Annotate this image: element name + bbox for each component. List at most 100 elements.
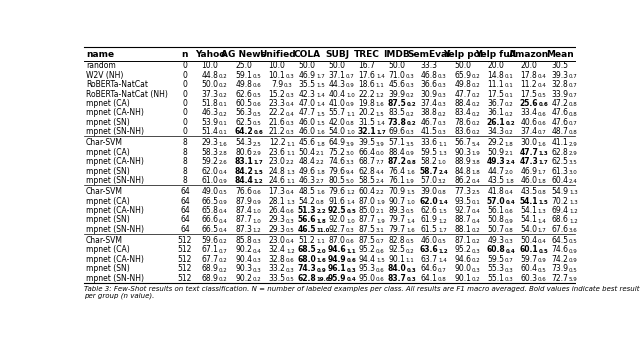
Text: 21.6: 21.6 — [269, 118, 285, 127]
Text: 29.3: 29.3 — [269, 216, 285, 224]
Text: 1.5: 1.5 — [253, 170, 264, 175]
Text: 0: 0 — [182, 127, 188, 136]
Text: 2.1: 2.1 — [376, 209, 385, 214]
Text: 0.8: 0.8 — [569, 112, 578, 117]
Text: 51.4: 51.4 — [202, 127, 218, 136]
Text: 1.9: 1.9 — [472, 151, 481, 156]
Text: 0.8: 0.8 — [346, 121, 355, 126]
Text: 55.7: 55.7 — [328, 108, 346, 117]
Text: 48.7: 48.7 — [552, 127, 568, 136]
Text: mpnet (SN-NH): mpnet (SN-NH) — [86, 225, 144, 234]
Text: 0.6: 0.6 — [286, 209, 295, 214]
Text: 70.2: 70.2 — [552, 197, 568, 206]
Text: 1.9: 1.9 — [376, 200, 385, 205]
Text: 19.6: 19.6 — [317, 277, 330, 282]
Text: 1.1: 1.1 — [438, 141, 447, 147]
Text: 1.6: 1.6 — [406, 170, 415, 175]
Text: 0.4: 0.4 — [472, 179, 480, 184]
Text: 29.2: 29.2 — [488, 138, 504, 147]
Text: 0.3: 0.3 — [407, 268, 417, 273]
Text: 60.3: 60.3 — [520, 274, 538, 283]
Text: 1.1: 1.1 — [376, 83, 385, 88]
Text: 59.7: 59.7 — [520, 255, 538, 264]
Text: 66.5: 66.5 — [202, 197, 218, 206]
Text: 0.2: 0.2 — [472, 277, 481, 282]
Text: 0.3: 0.3 — [347, 268, 356, 273]
Text: 19.8: 19.8 — [358, 99, 375, 108]
Text: 0.4: 0.4 — [286, 190, 295, 195]
Text: 0.5: 0.5 — [253, 74, 262, 79]
Text: 0.3: 0.3 — [505, 268, 514, 273]
Text: 41.5: 41.5 — [420, 127, 437, 136]
Text: 1.2: 1.2 — [569, 219, 578, 224]
Text: 0.9: 0.9 — [569, 258, 578, 263]
Text: 1.5: 1.5 — [376, 112, 385, 117]
Text: 65.8: 65.8 — [202, 206, 218, 215]
Text: 76.4: 76.4 — [388, 167, 405, 176]
Text: 1.8: 1.8 — [538, 179, 547, 184]
Text: 1.6: 1.6 — [317, 258, 326, 263]
Text: 0.3: 0.3 — [406, 74, 415, 79]
Text: 1.3: 1.3 — [286, 200, 294, 205]
Text: 1.2: 1.2 — [253, 228, 262, 233]
Text: 61.0: 61.0 — [202, 176, 218, 185]
Text: 1.1: 1.1 — [346, 112, 355, 117]
Text: 40.4: 40.4 — [328, 89, 346, 99]
Text: 1.3: 1.3 — [569, 190, 578, 195]
Text: 1.6: 1.6 — [316, 190, 324, 195]
Text: mpnet (CA-NH): mpnet (CA-NH) — [86, 206, 144, 215]
Text: 70.9: 70.9 — [388, 187, 405, 196]
Text: Yelp full: Yelp full — [476, 50, 516, 59]
Text: 0.5: 0.5 — [406, 209, 415, 214]
Text: 0.5: 0.5 — [253, 112, 262, 117]
Text: 95.3: 95.3 — [358, 264, 376, 273]
Text: 0.3: 0.3 — [346, 228, 355, 233]
Text: 1.5: 1.5 — [316, 112, 324, 117]
Text: 51.2: 51.2 — [299, 236, 316, 245]
Text: 0.9: 0.9 — [406, 151, 415, 156]
Text: 74.2: 74.2 — [552, 255, 568, 264]
Text: 0: 0 — [182, 99, 188, 108]
Text: 59.1: 59.1 — [236, 71, 252, 80]
Text: 62.8: 62.8 — [358, 167, 375, 176]
Text: 0.4: 0.4 — [506, 249, 516, 254]
Text: 1.0: 1.0 — [346, 131, 355, 135]
Text: 0.5: 0.5 — [253, 93, 262, 98]
Text: 58.2: 58.2 — [420, 157, 437, 166]
Text: 1.3: 1.3 — [569, 200, 578, 205]
Text: 25.6: 25.6 — [520, 99, 538, 108]
Text: 0.2: 0.2 — [219, 258, 228, 263]
Text: Mean: Mean — [546, 50, 574, 59]
Text: 91.6: 91.6 — [328, 197, 346, 206]
Text: 48.4: 48.4 — [299, 157, 316, 166]
Text: mpnet (SN): mpnet (SN) — [86, 264, 130, 273]
Text: 55.3: 55.3 — [488, 264, 504, 273]
Text: 0.2: 0.2 — [253, 277, 262, 282]
Text: 3.3: 3.3 — [346, 160, 355, 166]
Text: 1.2: 1.2 — [438, 219, 447, 224]
Text: 90.1: 90.1 — [454, 274, 471, 283]
Text: 90.2: 90.2 — [236, 274, 252, 283]
Text: Char-SVM: Char-SVM — [86, 138, 123, 147]
Text: 0.4: 0.4 — [286, 112, 294, 117]
Text: SUBJ: SUBJ — [325, 50, 349, 59]
Text: 1.8: 1.8 — [505, 179, 514, 184]
Text: 58.5: 58.5 — [358, 176, 376, 185]
Text: 90.3: 90.3 — [454, 148, 471, 157]
Text: 57.0: 57.0 — [420, 176, 438, 185]
Text: 0.3: 0.3 — [438, 131, 447, 135]
Text: W2V (NH): W2V (NH) — [86, 71, 124, 80]
Text: 56.6: 56.6 — [298, 216, 316, 224]
Text: 92.7: 92.7 — [328, 225, 346, 234]
Text: 78.6: 78.6 — [454, 118, 471, 127]
Text: 3.8: 3.8 — [472, 160, 480, 166]
Text: 87.0: 87.0 — [328, 236, 346, 245]
Text: 48.5: 48.5 — [299, 187, 316, 196]
Text: 50.0: 50.0 — [454, 61, 471, 70]
Text: Table 3: Few-Shot results on text classification. N = number of labeled examples: Table 3: Few-Shot results on text classi… — [84, 286, 639, 299]
Text: 0.1: 0.1 — [505, 93, 514, 98]
Text: 0.9: 0.9 — [346, 83, 355, 88]
Text: 62.0: 62.0 — [202, 167, 218, 176]
Text: 2.1: 2.1 — [505, 151, 514, 156]
Text: 39.3: 39.3 — [552, 71, 568, 80]
